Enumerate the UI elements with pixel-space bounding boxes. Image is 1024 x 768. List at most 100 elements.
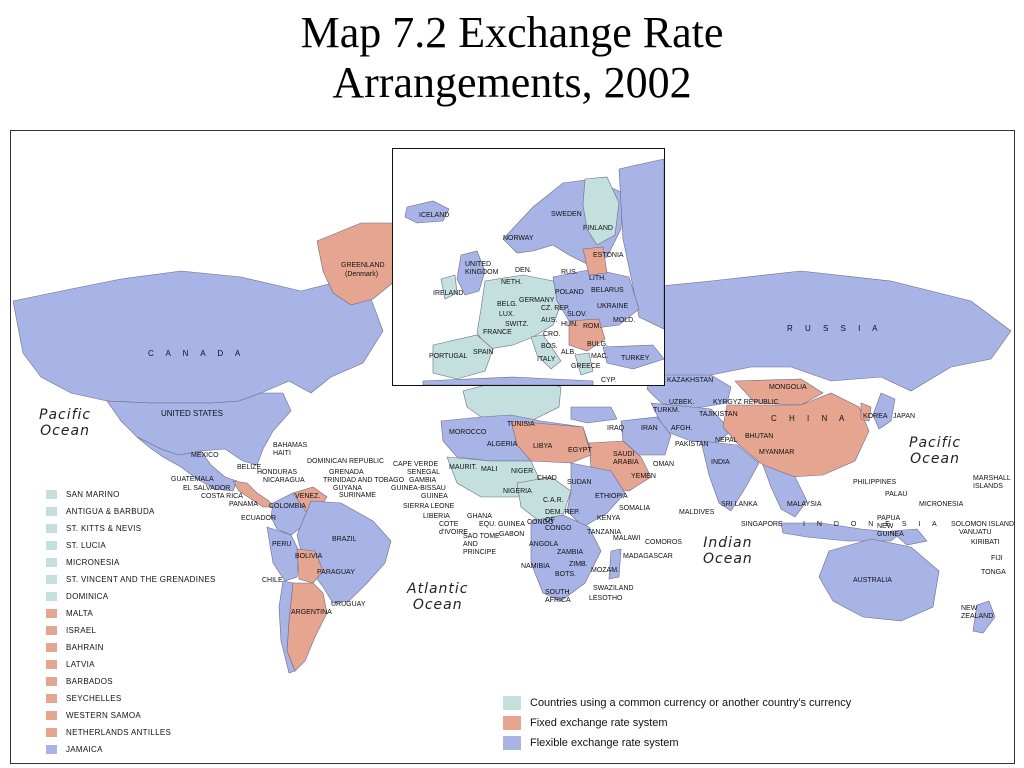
legend-label: Countries using a common currency or ano…	[530, 697, 852, 709]
label-new-zealand: NEW ZEALAND	[961, 605, 994, 620]
label-kazakhstan: KAZAKHSTAN	[667, 377, 714, 384]
label-indonesia: I N D O N E S I A	[803, 521, 942, 528]
label-cape-verde: CAPE VERDE	[393, 461, 439, 468]
inset-ireland-shape	[440, 274, 458, 300]
label-afgh: AFGH.	[671, 425, 693, 432]
label-colombia: COLOMBIA	[269, 503, 306, 510]
legend-item: Flexible exchange rate system	[503, 733, 923, 753]
inset-label-lux: LUX.	[499, 311, 515, 318]
small-country-swatch	[46, 490, 57, 499]
label-uruguay: URUGUAY	[331, 601, 366, 608]
label-dominican: DOMINICAN REPUBLIC	[307, 458, 385, 465]
label-india: INDIA	[711, 459, 730, 466]
inset-uk-shape	[456, 250, 486, 296]
inset-finland-shape	[582, 176, 620, 246]
label-maldives: MALDIVES	[679, 509, 715, 516]
kazakhstan-shape	[646, 374, 732, 410]
label-guyana: GUYANA	[333, 485, 363, 492]
small-countries-list: SAN MARINO ANTIGUA & BARBUDA ST. KITTS & N…	[46, 486, 266, 758]
small-country-label: MICRONESIA	[66, 558, 120, 567]
inset-label-finland: FINLAND	[583, 225, 613, 232]
label-argentina: ARGENTINA	[291, 609, 332, 616]
inset-label-turkey: TURKEY	[621, 355, 650, 362]
korea-shape	[860, 402, 872, 422]
label-kenya: KENYA	[597, 515, 621, 522]
label-mexico: MEXICO	[191, 452, 219, 459]
label-zambia: ZAMBIA	[557, 549, 584, 556]
inset-label-sweden: SWEDEN	[551, 211, 582, 218]
inset-label-cyp: CYP.	[601, 377, 617, 384]
small-country-item: BAHRAIN	[46, 639, 266, 656]
inset-label-spain: SPAIN	[473, 349, 494, 356]
small-country-swatch	[46, 524, 57, 533]
inset-label-germany: GERMANY	[519, 297, 555, 304]
bolivia-shape	[296, 548, 324, 584]
inset-label-cro: CRO.	[543, 331, 561, 338]
small-country-swatch	[46, 507, 57, 516]
label-turkm: TURKM.	[653, 407, 680, 414]
small-country-swatch	[46, 558, 57, 567]
atlantic-ocean-label: Atlantic Ocean	[407, 581, 468, 613]
inset-label-den: DEN.	[515, 267, 532, 274]
label-south-africa: SOUTH AFRICA	[545, 589, 571, 604]
label-eq-guinea: EQU. GUINEA	[479, 521, 525, 528]
pacific-ocean-east-word: Pacific	[909, 435, 962, 451]
small-country-item: BARBADOS	[46, 673, 266, 690]
label-algeria: ALGERIA	[487, 441, 518, 448]
inset-label-neth: NETH.	[501, 279, 522, 286]
label-korea: KOREA	[863, 413, 888, 420]
inset-balkans-shape	[568, 318, 606, 352]
label-palau: PALAU	[885, 491, 908, 498]
label-mali: MALI	[481, 466, 498, 473]
label-russia: R U S S I A	[787, 324, 883, 333]
inset-label-estonia: ESTONIA	[593, 252, 624, 259]
label-peru: PERU	[272, 541, 292, 548]
map-title-line-2: Arrangements, 2002	[332, 58, 692, 107]
label-bhutan: BHUTAN	[745, 433, 774, 440]
legend-item: Fixed exchange rate system	[503, 713, 923, 733]
label-lesotho: LESOTHO	[589, 595, 623, 602]
label-philippines: PHILIPPINES	[853, 479, 897, 486]
label-gabon: GABON	[499, 531, 525, 538]
turkey-shape	[570, 406, 618, 424]
inset-label-hun: HUN.	[561, 321, 579, 328]
label-cote: COTE d'IVOIRE	[439, 521, 468, 536]
inset-label-belarus: BELARUS	[591, 287, 624, 294]
label-mozam: MOZAM.	[591, 567, 619, 574]
label-mongolia: MONGOLIA	[769, 384, 807, 391]
small-country-swatch	[46, 711, 57, 720]
label-vanuatu: VANUATU	[959, 529, 992, 536]
label-zimb: ZIMB.	[569, 561, 588, 568]
label-tanzania: TANZANIA	[587, 529, 622, 536]
label-botswana: BOTS.	[555, 571, 577, 578]
label-el-salvador: EL SALVADOR	[183, 485, 231, 492]
small-country-swatch	[46, 575, 57, 584]
inset-label-slov: SLOV.	[567, 311, 587, 318]
label-uzbek: UZBEK.	[669, 399, 695, 406]
label-iran: IRAN	[641, 425, 658, 432]
label-china: C H I N A	[771, 414, 850, 423]
small-country-label: ST. LUCIA	[66, 541, 107, 550]
canada-shape	[12, 270, 384, 404]
label-gambia: GAMBIA	[409, 477, 437, 484]
label-guinea: GUINEA	[421, 493, 448, 500]
inset-label-cz-rep: CZ. REP.	[541, 305, 570, 312]
label-tajikistan: TAJIKISTAN	[699, 411, 738, 418]
label-nepal: NEPAL	[715, 437, 738, 444]
china-shape	[722, 392, 870, 478]
label-congo: CONGO	[527, 519, 554, 526]
label-yemen: YEMEN	[631, 473, 656, 480]
label-somalia: SOMALIA	[619, 505, 651, 512]
label-grenada: GRENADA	[329, 469, 364, 476]
label-costa-rica: COSTA RICA	[201, 493, 243, 500]
inset-label-bulg: BULG.	[587, 341, 609, 348]
label-fiji: FIJI	[991, 555, 1003, 562]
inset-label-norway: NORWAY	[503, 235, 534, 242]
inset-label-iceland: ICELAND	[419, 212, 450, 219]
label-haiti: HAITI	[273, 450, 291, 457]
india-shape	[700, 440, 760, 512]
label-chile: CHILE	[262, 577, 283, 584]
label-papua: PAPUA NEW GUINEA	[877, 515, 904, 538]
small-country-swatch	[46, 643, 57, 652]
label-ethiopia: ETHIOPIA	[595, 493, 628, 500]
